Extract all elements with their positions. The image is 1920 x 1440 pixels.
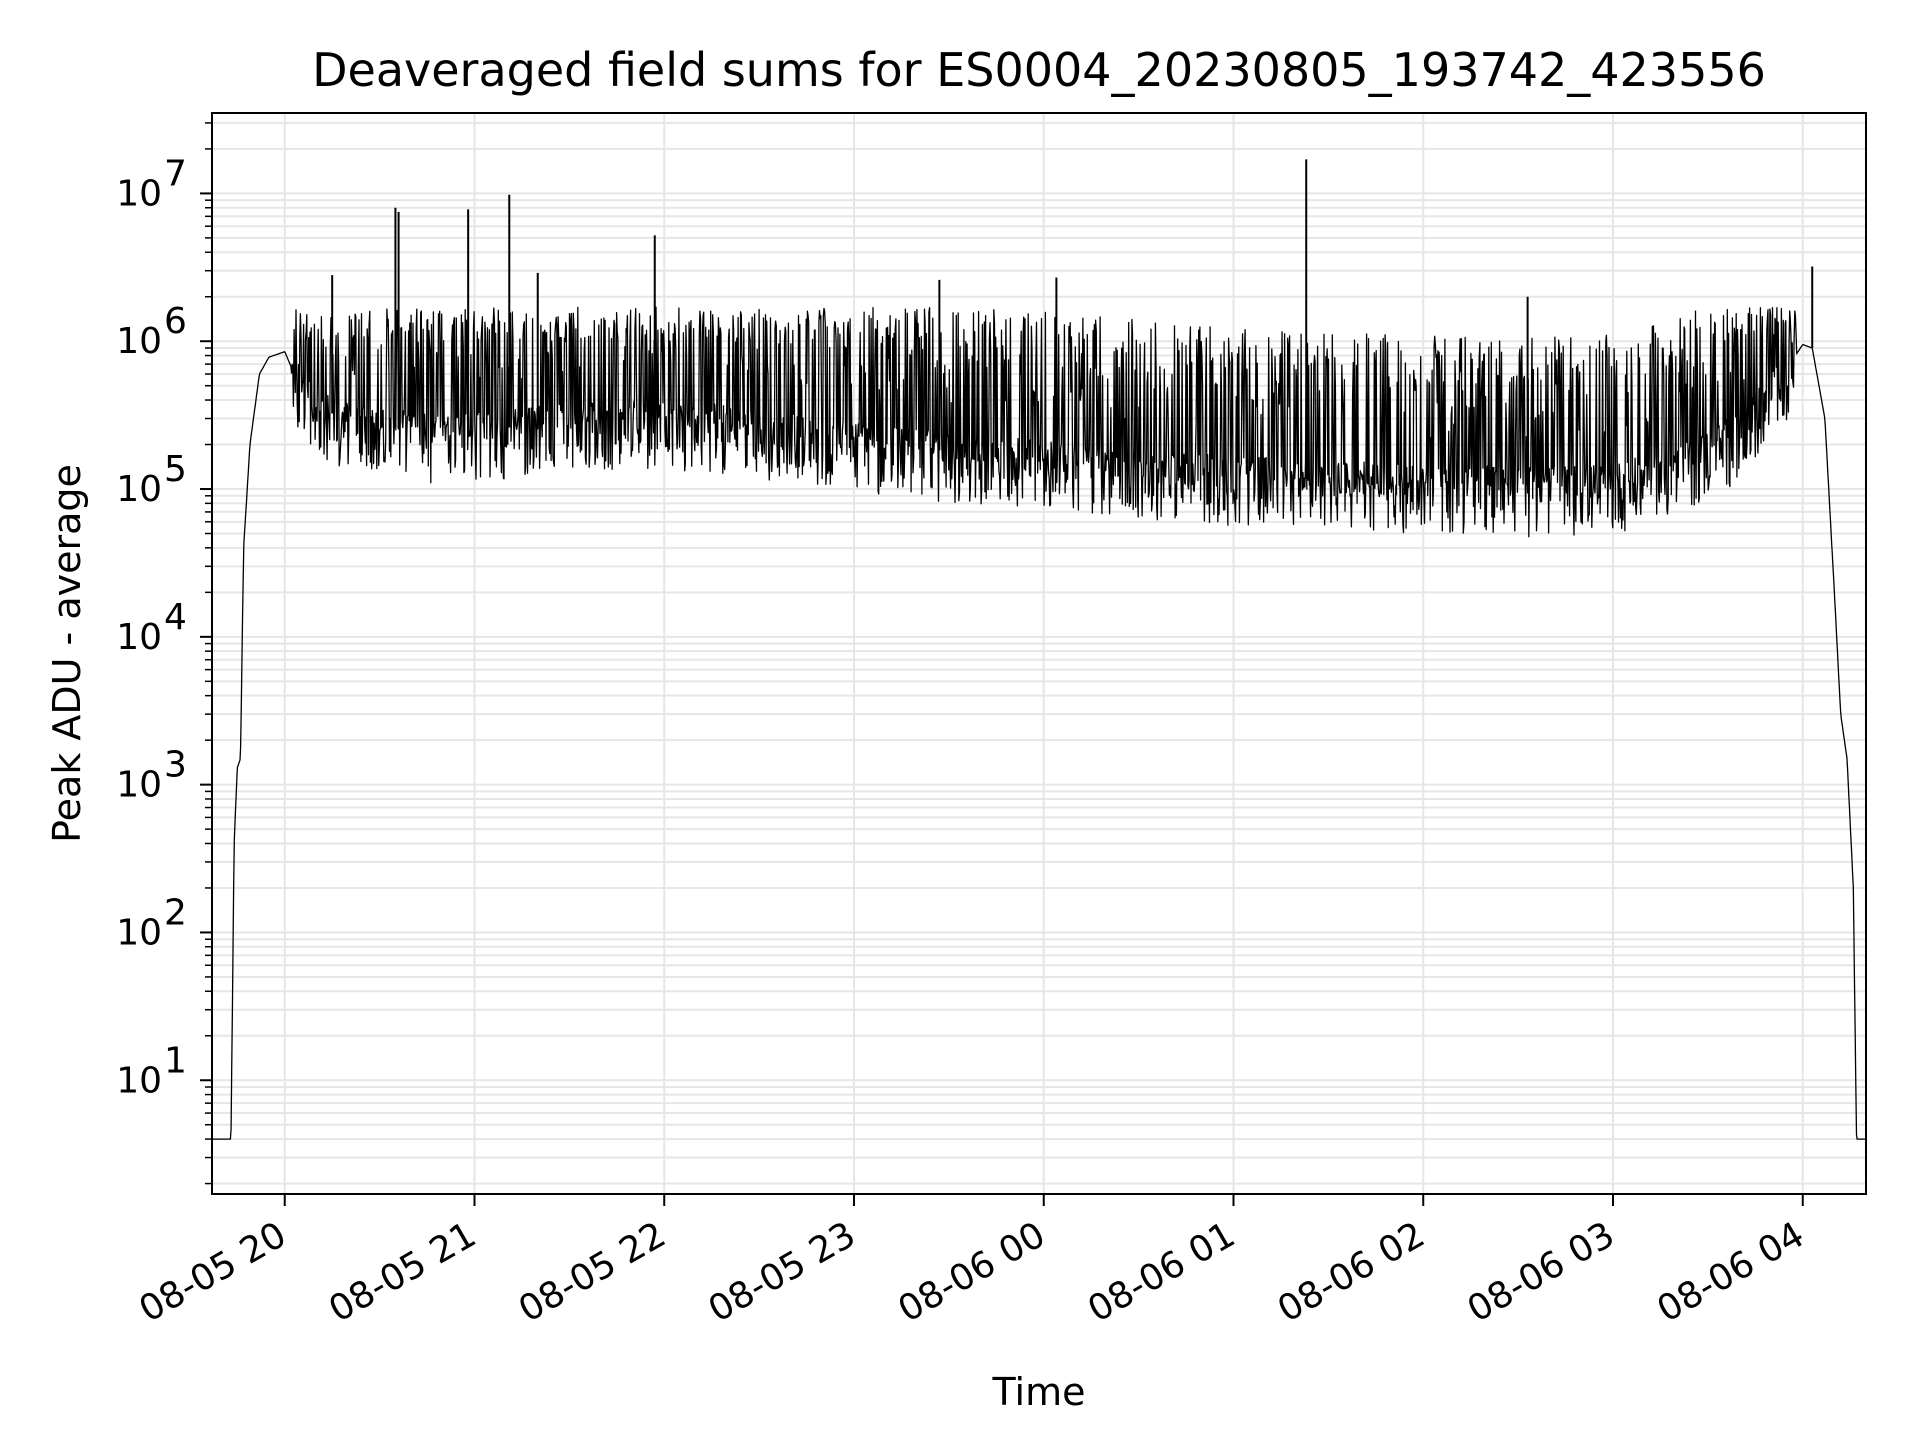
- y-tick-exponent: 7: [164, 153, 187, 194]
- y-tick-label: 10: [116, 321, 162, 362]
- series-layer: [211, 159, 1867, 1140]
- y-tick-exponent: 4: [164, 597, 187, 638]
- y-tick-exponent: 2: [164, 892, 187, 933]
- y-tick-label: 10: [116, 617, 162, 658]
- series-line: [211, 306, 1867, 1140]
- y-tick-label: 10: [116, 912, 162, 953]
- y-tick-exponent: 1: [164, 1040, 187, 1081]
- x-axis-title: Time: [992, 1370, 1086, 1414]
- major-gridlines: [212, 113, 1866, 1194]
- y-axis-title: Peak ADU - average: [45, 464, 89, 843]
- chart-title: Deaveraged field sums for ES0004_2023080…: [312, 43, 1766, 97]
- y-tick-exponent: 6: [164, 301, 187, 342]
- y-tick-exponent: 5: [164, 449, 187, 490]
- y-tick-label: 10: [116, 1060, 162, 1101]
- y-tick-exponent: 3: [164, 745, 187, 786]
- y-tick-label: 10: [116, 469, 162, 510]
- plot-frame: [211, 112, 1867, 1195]
- y-tick-label: 10: [116, 765, 162, 806]
- y-tick-label: 10: [116, 173, 162, 214]
